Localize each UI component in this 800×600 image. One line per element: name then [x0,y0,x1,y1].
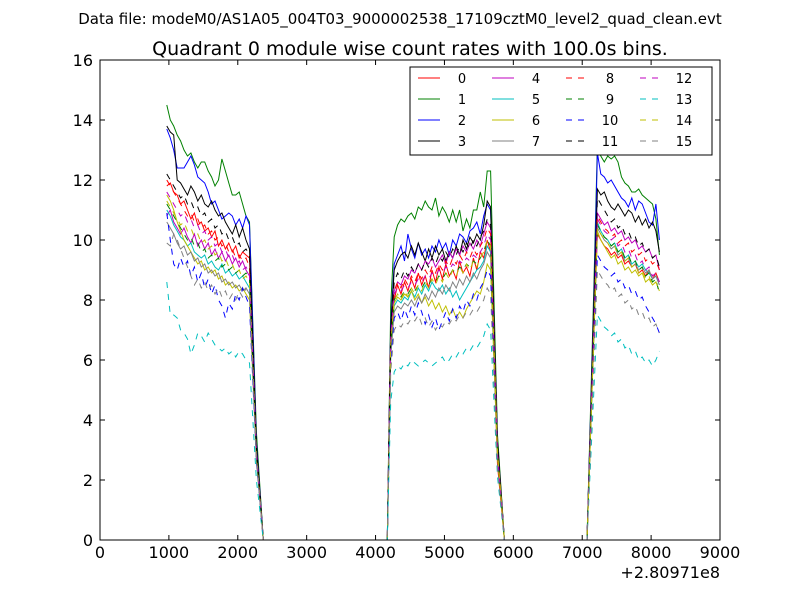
y-tick-label: 8 [83,291,93,310]
x-tick-label: 6000 [493,543,534,562]
series-line-8 [166,179,660,541]
y-tick-label: 4 [83,411,93,430]
legend-label-0: 0 [458,72,466,87]
series-line-11 [166,173,660,541]
x-tick-label: 1000 [149,543,190,562]
legend-label-13: 13 [676,93,693,108]
series-line-0 [166,182,660,541]
legend-label-8: 8 [606,72,614,87]
y-tick-label: 14 [73,111,93,130]
series-line-14 [166,200,660,541]
x-tick-label: 3000 [286,543,327,562]
y-tick-label: 16 [73,51,93,70]
legend-label-5: 5 [532,93,540,108]
x-tick-label: 7000 [562,543,603,562]
y-tick-label: 0 [83,531,93,550]
legend-label-3: 3 [458,135,466,150]
x-axis-offset-label: +2.80971e8 [620,563,720,582]
series-line-4 [166,208,660,541]
series-line-15 [166,232,660,541]
x-tick-label: 2000 [217,543,258,562]
legend-label-15: 15 [676,135,693,150]
x-tick-label: 9000 [700,543,741,562]
y-tick-label: 12 [73,171,93,190]
y-tick-label: 6 [83,351,93,370]
chart-suptitle: Data file: modeM0/AS1A05_004T03_90000025… [78,10,722,29]
chart-title: Quadrant 0 module wise count rates with … [152,38,668,60]
x-tick-label: 5000 [424,543,465,562]
series-line-1 [166,104,660,541]
legend-label-11: 11 [602,135,619,150]
legend-label-4: 4 [532,72,540,87]
y-tick-label: 10 [73,231,93,250]
legend-label-14: 14 [676,114,693,129]
x-tick-label: 0 [95,543,105,562]
x-tick-label: 8000 [631,543,672,562]
legend-label-9: 9 [606,93,614,108]
plot-lines [166,104,660,541]
legend-label-7: 7 [532,135,540,150]
legend-label-12: 12 [676,72,693,87]
axis-ticks [99,59,721,541]
series-line-5 [166,209,660,541]
series-line-7 [166,221,660,541]
legend-box [409,66,713,156]
axis-tick-labels: 0 1000 2000 3000 4000 5000 6000 7000 8000 9000 0 2 4… [73,51,741,562]
series-line-13 [166,281,660,541]
series-line-2 [166,128,660,541]
legend-label-6: 6 [532,114,540,129]
y-tick-label: 2 [83,471,93,490]
series-line-12 [166,191,660,541]
legend-label-2: 2 [458,114,466,129]
x-tick-label: 4000 [355,543,396,562]
legend-label-1: 1 [458,93,466,108]
legend-label-10: 10 [602,114,619,129]
series-line-3 [166,125,660,541]
series-line-10 [166,212,660,541]
